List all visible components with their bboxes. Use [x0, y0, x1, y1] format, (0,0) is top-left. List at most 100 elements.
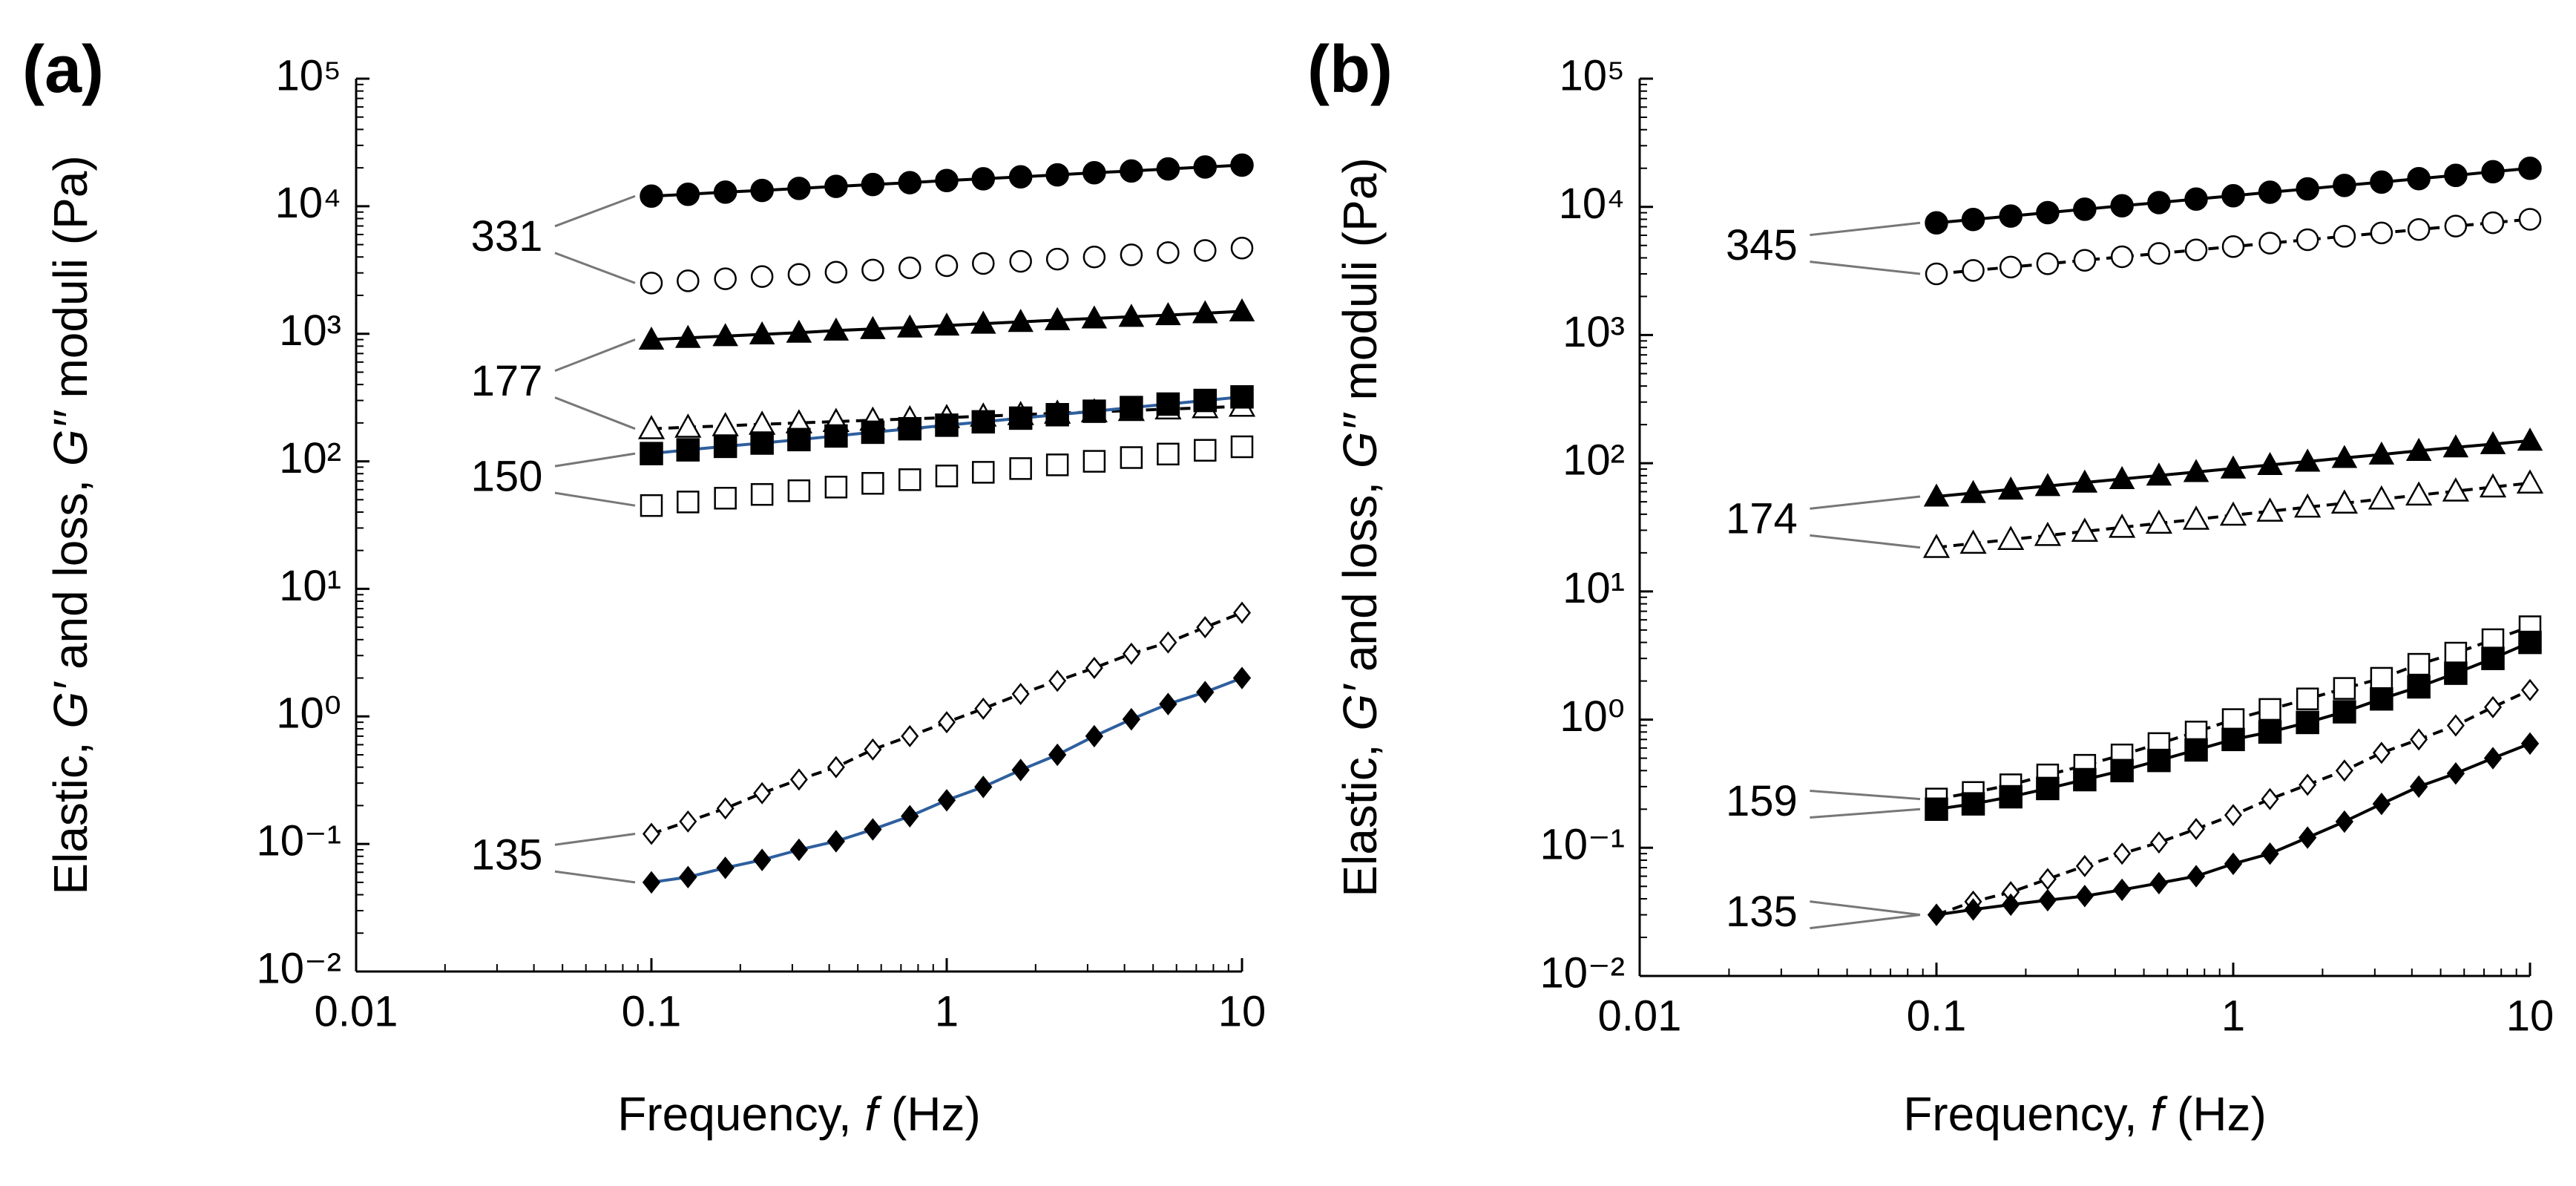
- marker: [823, 317, 850, 341]
- marker: [749, 410, 776, 435]
- y-label-part: G′′: [1333, 412, 1387, 468]
- marker: [2073, 197, 2097, 221]
- marker: [2258, 698, 2281, 721]
- marker: [786, 319, 812, 343]
- marker: [1081, 305, 1108, 329]
- marker: [1194, 439, 1217, 462]
- marker: [2075, 885, 2094, 908]
- marker: [1048, 669, 1067, 692]
- marker: [935, 413, 959, 437]
- marker: [1011, 759, 1030, 782]
- marker: [2484, 695, 2503, 718]
- marker: [824, 424, 848, 448]
- marker: [824, 476, 848, 499]
- marker: [2335, 810, 2354, 833]
- marker: [898, 256, 921, 280]
- annotation: 135: [1726, 888, 1798, 936]
- marker: [1922, 534, 1951, 558]
- marker: [638, 327, 665, 350]
- marker: [898, 468, 921, 491]
- marker: [896, 314, 923, 338]
- marker: [2073, 249, 2097, 272]
- x-label-part: Frequency,: [1903, 1087, 2150, 1141]
- y-tick-label: 10²: [279, 434, 341, 482]
- marker: [2372, 741, 2391, 764]
- y-tick-label: 10⁵: [1559, 51, 1625, 99]
- x-label-part: (Hz): [2163, 1087, 2267, 1141]
- marker: [2444, 641, 2468, 665]
- marker: [2224, 852, 2243, 876]
- series-line: [651, 676, 1243, 884]
- leader-line: [1810, 789, 1921, 801]
- marker: [2296, 228, 2319, 252]
- marker: [2147, 748, 2171, 773]
- marker: [2294, 448, 2321, 472]
- marker: [935, 465, 959, 488]
- leader-line: [1810, 221, 1921, 237]
- marker: [1193, 155, 1218, 179]
- marker: [901, 805, 919, 828]
- x-tick-label: 0.01: [315, 987, 398, 1035]
- marker: [2518, 208, 2542, 231]
- marker: [970, 310, 996, 334]
- marker: [1997, 525, 2025, 550]
- marker: [861, 258, 884, 282]
- marker: [1009, 249, 1032, 273]
- marker: [2368, 441, 2395, 465]
- y-tick-label: 10⁰: [1560, 692, 1625, 741]
- y-tick-label: 10²: [1563, 436, 1625, 484]
- panel: (b) 10⁻² 10⁻¹ 10⁰ 10¹ 10² 10³ 10⁴ 10⁵ 0.01 0.1 1 10 F…: [1307, 33, 2554, 1141]
- marker: [971, 167, 996, 191]
- y-label-part: and loss,: [1333, 468, 1387, 685]
- marker: [753, 782, 772, 805]
- marker: [1159, 631, 1177, 654]
- marker: [1082, 245, 1106, 269]
- marker: [2147, 242, 2171, 265]
- leader-line: [554, 491, 636, 507]
- marker: [1008, 406, 1033, 430]
- marker: [2296, 687, 2319, 710]
- marker: [2296, 710, 2319, 735]
- leader-line: [1810, 914, 1921, 930]
- marker: [898, 416, 922, 441]
- marker: [2221, 727, 2245, 752]
- x-tick-label: 0.1: [1907, 992, 1967, 1040]
- marker: [1045, 453, 1069, 476]
- marker: [2333, 700, 2356, 724]
- marker: [1230, 435, 1254, 459]
- marker: [2518, 630, 2542, 655]
- marker: [1194, 239, 1217, 262]
- marker: [787, 479, 811, 502]
- y-label-part: G′: [44, 681, 97, 729]
- marker: [864, 818, 882, 841]
- marker: [2257, 451, 2283, 476]
- marker: [1122, 707, 1141, 731]
- marker: [716, 856, 735, 879]
- marker: [2219, 501, 2247, 526]
- marker: [750, 178, 774, 203]
- marker: [1997, 476, 2024, 500]
- marker: [1925, 797, 1948, 822]
- marker: [2073, 767, 2097, 792]
- marker: [1009, 457, 1032, 480]
- leader-line: [1810, 900, 1921, 917]
- marker: [935, 168, 959, 192]
- marker: [1157, 442, 1180, 466]
- marker: [2221, 708, 2245, 731]
- marker: [1232, 601, 1252, 624]
- leader-line: [554, 396, 636, 430]
- marker: [861, 172, 885, 197]
- marker: [712, 412, 739, 436]
- marker: [1157, 241, 1180, 264]
- marker: [861, 420, 885, 445]
- marker: [2256, 497, 2284, 522]
- marker: [1011, 683, 1030, 706]
- leader-line: [1810, 495, 1921, 510]
- y-axis-label: Elastic, G′ and loss, G′′ moduli (Pa): [1333, 157, 1387, 897]
- marker: [2110, 759, 2134, 783]
- marker: [789, 768, 808, 791]
- marker: [2407, 166, 2431, 191]
- marker: [2370, 170, 2393, 194]
- x-tick-label: 10: [1218, 987, 1266, 1035]
- marker: [2405, 481, 2433, 506]
